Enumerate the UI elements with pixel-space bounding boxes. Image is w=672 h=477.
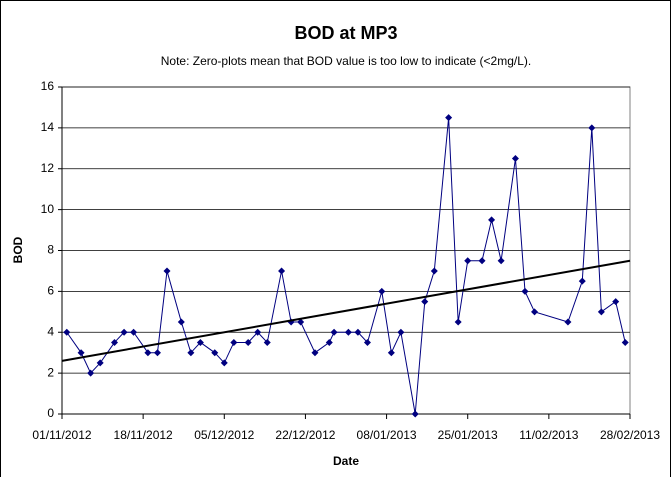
data-point xyxy=(397,328,405,336)
data-point xyxy=(278,267,286,275)
data-point xyxy=(311,349,319,357)
data-point xyxy=(244,338,252,346)
data-point xyxy=(464,257,472,265)
data-point xyxy=(211,349,219,357)
x-axis-title: Date xyxy=(333,454,359,468)
data-point xyxy=(153,349,161,357)
data-point xyxy=(344,328,352,336)
data-point xyxy=(111,338,119,346)
x-tick-label: 11/02/2013 xyxy=(519,428,578,442)
data-point xyxy=(230,338,238,346)
data-point xyxy=(578,277,586,285)
data-point xyxy=(521,287,529,295)
data-point xyxy=(254,328,262,336)
data-point xyxy=(177,318,185,326)
x-tick-label: 18/11/2012 xyxy=(114,428,173,442)
data-point xyxy=(531,308,539,316)
data-point xyxy=(87,369,95,377)
data-point xyxy=(330,328,338,336)
data-point xyxy=(411,410,419,418)
data-point xyxy=(130,328,138,336)
data-point xyxy=(144,349,152,357)
data-point xyxy=(77,349,85,357)
data-point xyxy=(454,318,462,326)
data-point xyxy=(63,328,71,336)
data-point xyxy=(354,328,362,336)
data-point xyxy=(588,124,596,132)
chart-subtitle: Note: Zero-plots mean that BOD value is … xyxy=(161,54,532,68)
data-point xyxy=(511,155,519,163)
y-tick-label: 8 xyxy=(47,243,54,257)
y-tick-label: 12 xyxy=(41,161,55,175)
data-point xyxy=(187,349,195,357)
data-point xyxy=(497,257,505,265)
data-point xyxy=(478,257,486,265)
y-tick-label: 16 xyxy=(41,79,55,93)
x-tick-label: 01/11/2012 xyxy=(32,428,91,442)
data-point xyxy=(445,114,453,122)
chart-title: BOD at MP3 xyxy=(294,23,397,43)
x-tick-label: 08/01/2013 xyxy=(357,428,417,442)
data-point xyxy=(297,318,305,326)
data-point xyxy=(263,338,271,346)
data-point xyxy=(120,328,128,336)
data-point xyxy=(597,308,605,316)
y-tick-label: 10 xyxy=(41,202,55,216)
data-point xyxy=(196,338,204,346)
data-point xyxy=(621,338,629,346)
y-tick-label: 2 xyxy=(47,365,54,379)
x-tick-label: 22/12/2012 xyxy=(275,428,335,442)
data-point xyxy=(387,349,395,357)
data-point xyxy=(325,338,333,346)
y-tick-label: 14 xyxy=(41,120,55,134)
data-point xyxy=(163,267,171,275)
data-point xyxy=(220,359,228,367)
y-tick-label: 4 xyxy=(47,324,54,338)
data-point xyxy=(488,216,496,224)
y-axis-title: BOD xyxy=(11,236,25,263)
data-point xyxy=(564,318,572,326)
data-point xyxy=(430,267,438,275)
x-tick-label: 05/12/2012 xyxy=(194,428,254,442)
x-tick-label: 25/01/2013 xyxy=(438,428,498,442)
data-point xyxy=(612,298,620,306)
x-tick-label: 28/02/2013 xyxy=(600,428,660,442)
y-tick-label: 0 xyxy=(47,406,54,420)
y-tick-label: 6 xyxy=(47,284,54,298)
trendline xyxy=(61,259,631,362)
data-point xyxy=(96,359,104,367)
data-point xyxy=(378,287,386,295)
data-point xyxy=(363,338,371,346)
data-point xyxy=(421,298,429,306)
